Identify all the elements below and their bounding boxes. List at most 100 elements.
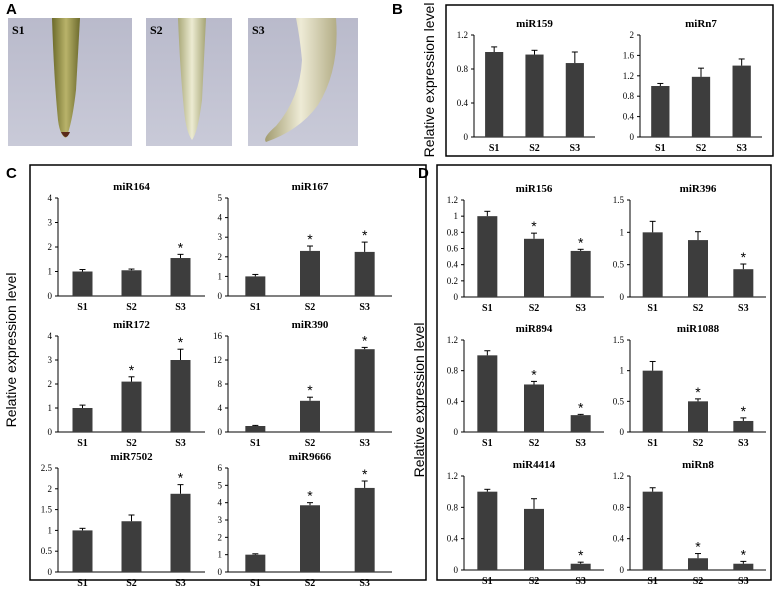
bar bbox=[72, 408, 93, 432]
x-tick-label: S3 bbox=[575, 438, 586, 449]
bar bbox=[732, 65, 751, 137]
chart-title: miRn8 bbox=[682, 459, 714, 471]
y-tick-label: 0.4 bbox=[457, 98, 469, 108]
x-tick-label: S3 bbox=[359, 438, 370, 449]
bar bbox=[524, 238, 544, 297]
bar bbox=[121, 381, 142, 432]
bar bbox=[245, 426, 266, 432]
x-tick-label: S1 bbox=[250, 578, 261, 589]
bar bbox=[524, 384, 544, 432]
y-tick-label: 0.4 bbox=[447, 396, 459, 406]
significance: * bbox=[178, 470, 184, 486]
bar bbox=[245, 554, 266, 572]
bar bbox=[354, 487, 375, 572]
x-tick-label: S2 bbox=[305, 302, 316, 313]
bar bbox=[170, 493, 191, 572]
x-tick-label: S1 bbox=[647, 576, 658, 587]
x-tick-label: S3 bbox=[738, 303, 749, 314]
chart-title: miR159 bbox=[516, 18, 553, 30]
y-tick-label: 1 bbox=[48, 267, 53, 277]
y-tick-label: 1.2 bbox=[623, 71, 634, 81]
bar bbox=[733, 563, 754, 570]
significance: * bbox=[578, 234, 584, 250]
bar bbox=[733, 269, 754, 297]
significance: * bbox=[695, 539, 701, 555]
x-tick-label: S2 bbox=[693, 438, 704, 449]
y-tick-label: 0 bbox=[48, 291, 53, 301]
y-tick-label: 3 bbox=[218, 515, 223, 525]
y-tick-label: 6 bbox=[218, 463, 223, 473]
x-tick-label: S3 bbox=[359, 578, 370, 589]
bar bbox=[570, 563, 591, 570]
bar bbox=[300, 400, 320, 432]
x-tick-label: S3 bbox=[175, 578, 186, 589]
y-tick-label: 0 bbox=[218, 427, 223, 437]
y-tick-label: 5 bbox=[218, 480, 223, 490]
bar bbox=[688, 240, 708, 297]
photo-label: S2 bbox=[150, 23, 163, 37]
y-tick-label: 0.2 bbox=[447, 276, 458, 286]
y-tick-label: 4 bbox=[48, 193, 53, 203]
y-tick-label: 0.5 bbox=[41, 546, 53, 556]
x-tick-label: S2 bbox=[693, 576, 704, 587]
x-tick-label: S1 bbox=[482, 438, 493, 449]
significance: * bbox=[578, 399, 584, 415]
y-tick-label: 0 bbox=[620, 565, 625, 575]
y-tick-label: 1 bbox=[48, 403, 53, 413]
x-tick-label: S1 bbox=[482, 303, 493, 314]
x-tick-label: S1 bbox=[655, 143, 666, 154]
bar bbox=[651, 86, 670, 137]
x-tick-label: S1 bbox=[489, 143, 500, 154]
significance: * bbox=[741, 249, 747, 265]
root-tip bbox=[61, 132, 70, 137]
y-tick-label: 1 bbox=[454, 211, 459, 221]
chart-title: miRn7 bbox=[685, 18, 717, 30]
x-tick-label: S1 bbox=[647, 303, 658, 314]
panel-frame bbox=[436, 164, 772, 581]
y-tick-label: 3 bbox=[218, 232, 223, 242]
chart-title: miR156 bbox=[516, 183, 553, 195]
chart-title: miR167 bbox=[292, 181, 329, 193]
y-tick-label: 2 bbox=[218, 532, 223, 542]
y-axis-label: Relative expression level bbox=[421, 3, 437, 158]
y-tick-label: 0 bbox=[48, 427, 53, 437]
significance: * bbox=[307, 488, 313, 504]
y-tick-label: 16 bbox=[213, 331, 223, 341]
chart-title: miR396 bbox=[680, 183, 717, 195]
bar bbox=[642, 491, 663, 570]
chart-title: miR9666 bbox=[289, 451, 332, 463]
bar bbox=[121, 521, 142, 572]
bar bbox=[170, 360, 191, 432]
x-tick-label: S1 bbox=[250, 438, 261, 449]
y-tick-label: 1.2 bbox=[613, 471, 624, 481]
bar bbox=[300, 505, 320, 572]
x-tick-label: S3 bbox=[738, 438, 749, 449]
x-tick-label: S2 bbox=[305, 438, 316, 449]
y-tick-label: 1.6 bbox=[623, 50, 635, 60]
y-tick-label: 1.5 bbox=[613, 195, 625, 205]
bar bbox=[477, 216, 498, 297]
y-tick-label: 0 bbox=[620, 292, 625, 302]
x-tick-label: S1 bbox=[77, 302, 88, 313]
significance: * bbox=[695, 384, 701, 400]
x-tick-label: S1 bbox=[647, 438, 658, 449]
bar bbox=[72, 530, 93, 572]
significance: * bbox=[307, 231, 313, 247]
y-tick-label: 0 bbox=[454, 565, 459, 575]
y-tick-label: 0.8 bbox=[447, 366, 459, 376]
x-tick-label: S2 bbox=[693, 303, 704, 314]
chart-title: miR1088 bbox=[677, 323, 720, 335]
significance: * bbox=[307, 382, 313, 398]
y-tick-label: 0.8 bbox=[613, 502, 625, 512]
bar bbox=[570, 250, 591, 297]
bar bbox=[524, 508, 544, 570]
bar bbox=[570, 415, 591, 432]
significance: * bbox=[578, 547, 584, 563]
photos: S1 S2 S3 bbox=[8, 18, 358, 146]
y-tick-label: 4 bbox=[218, 498, 223, 508]
significance: * bbox=[531, 218, 537, 234]
x-tick-label: S3 bbox=[175, 302, 186, 313]
y-tick-label: 1.2 bbox=[447, 195, 458, 205]
x-tick-label: S3 bbox=[738, 576, 749, 587]
y-tick-label: 1.5 bbox=[41, 505, 53, 515]
